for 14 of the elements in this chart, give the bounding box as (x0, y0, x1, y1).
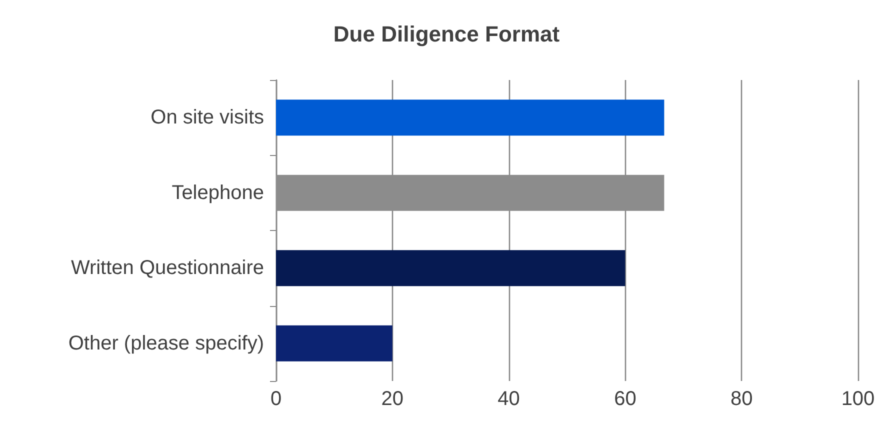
y-tick-label: On site visits (150, 106, 264, 129)
x-tick-label: 20 (381, 388, 404, 410)
x-tick-label: 40 (498, 388, 520, 410)
y-tick-label: Telephone (172, 182, 264, 204)
bar (276, 100, 664, 136)
y-tick-label: Other (please specify) (68, 332, 264, 354)
chart-title: Due Diligence Format (333, 22, 560, 46)
bar (276, 250, 626, 286)
x-tick-label: 0 (270, 388, 282, 410)
bar (276, 325, 392, 362)
x-tick-label: 100 (841, 388, 875, 410)
x-tick-label: 60 (614, 388, 636, 410)
x-tick-label: 80 (730, 388, 753, 410)
y-tick-label: Written Questionnaire (70, 257, 264, 280)
